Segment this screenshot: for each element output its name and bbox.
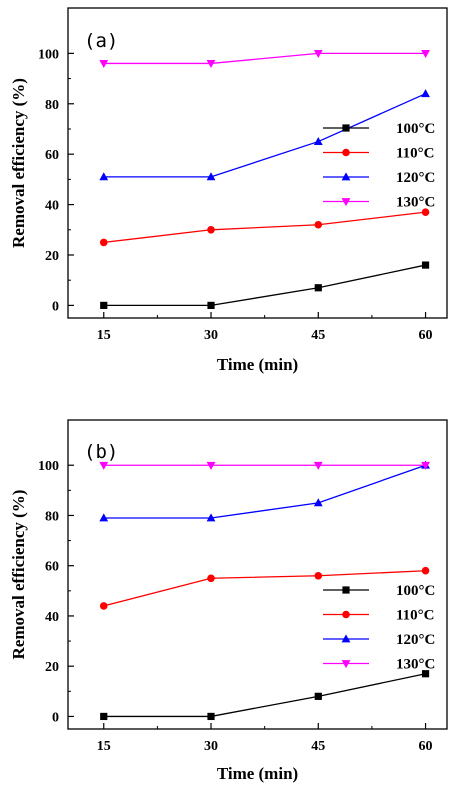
y-tick-label: 60 [45,148,59,163]
y-tick-label: 80 [45,509,59,524]
legend-marker [342,610,350,619]
x-axis-title: Time (min) [217,355,298,374]
x-tick-label: 60 [419,739,433,754]
x-tick-label: 30 [204,328,218,343]
x-tick-label: 15 [97,739,111,754]
x-tick-label: 45 [311,328,325,343]
data-point [313,461,323,470]
data-point [313,49,323,58]
data-point [421,261,430,269]
legend-label: 100°C [396,583,435,599]
x-tick-label: 15 [97,328,111,343]
legend-label: 120°C [396,632,435,648]
data-point [207,712,215,721]
legend-marker [342,586,350,594]
y-tick-label: 100 [38,459,59,474]
data-point [421,566,430,575]
data-point [99,172,109,181]
legend-label: 110°C [396,608,435,624]
panel-a: 15 30 45 60 0 20 40 60 80 100 Time (min) Removal ef… [9,7,448,374]
legend-marker [342,124,350,132]
series-line [103,570,426,607]
y-tick-label: 20 [45,249,59,264]
x-tick-label: 30 [204,739,218,754]
data-point [207,225,215,234]
plot-frame [67,7,448,319]
data-point [421,89,430,98]
data-point [314,692,322,700]
series-line [103,673,426,718]
data-point [99,60,109,69]
legend-marker [341,198,351,207]
legend-label: 120°C [396,170,435,186]
series-line [103,464,426,519]
x-tick-label: 45 [311,739,325,754]
panel-label: (a) [84,30,118,52]
legend-marker [341,172,351,181]
x-axis-title: Time (min) [217,764,298,783]
data-point [314,571,323,580]
y-tick-label: 20 [45,660,59,675]
series-line [103,264,426,307]
y-tick-label: 60 [45,560,59,575]
legend-marker [341,634,351,643]
y-tick-label: 80 [45,98,59,113]
panel-b: 15 30 45 60 0 20 40 60 80 100 Time (min) Removal ef… [9,419,448,783]
y-tick-label: 40 [45,610,59,625]
data-point [99,602,108,610]
data-point [206,461,216,470]
data-point [99,461,109,470]
data-point [421,461,430,470]
x-tick-label: 60 [419,328,433,343]
data-point [100,301,108,309]
legend-label: 130°C [396,657,435,673]
data-point [421,208,430,216]
legend-label: 110°C [396,146,435,162]
data-point [314,284,322,292]
data-point [313,136,323,145]
data-point [99,513,109,522]
data-point [314,220,323,229]
data-point [206,60,216,69]
data-point [206,172,216,181]
y-tick-label: 0 [52,299,59,314]
legend-marker [342,148,350,157]
legend-label: 130°C [396,195,435,211]
data-point [206,513,216,522]
data-point [421,49,430,58]
data-point [207,574,215,583]
y-axis-title: Removal efficiency (%) [9,490,28,660]
y-tick-label: 40 [45,199,59,214]
y-tick-label: 100 [38,47,59,62]
series-line [103,52,426,65]
series-line [103,211,426,244]
panel-label: (b) [84,441,118,463]
data-point [207,301,215,309]
data-point [100,712,108,721]
plot-frame [67,419,448,730]
series-line [103,93,426,178]
data-point [421,670,430,678]
y-tick-label: 0 [52,710,59,725]
data-point [99,238,108,247]
legend-label: 100°C [396,121,435,137]
data-point [313,498,323,507]
y-axis-title: Removal efficiency (%) [9,78,28,248]
legend-marker [341,660,351,669]
